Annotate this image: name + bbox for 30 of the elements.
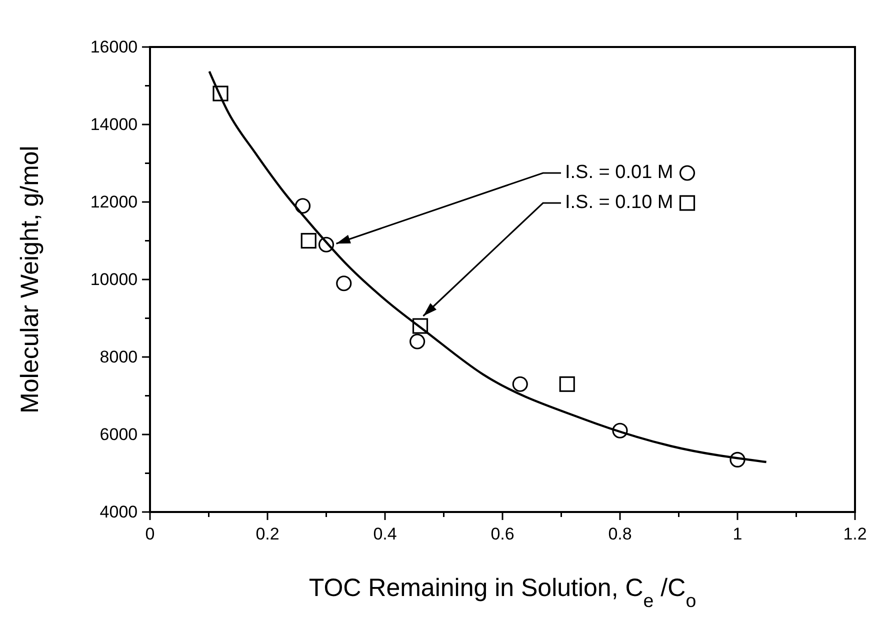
x-tick-label: 0.6 <box>490 524 514 544</box>
point <box>412 318 428 334</box>
x-tick-label: 0.4 <box>373 524 397 544</box>
y-tick-label: 16000 <box>90 37 138 56</box>
y-tick-label: 6000 <box>100 424 138 444</box>
x-tick-label: 0.2 <box>256 524 280 544</box>
x-tick-label: 1 <box>732 524 742 544</box>
x-axis-title: TOC Remaining in Solution, C$_{e}$ /C$_{o}$ <box>308 574 696 610</box>
x-tick-label: 0.8 <box>608 524 632 544</box>
x-tick-label: 0 <box>145 524 155 544</box>
y-tick-label: 14000 <box>90 114 138 134</box>
point <box>318 236 334 252</box>
y-tick-label: 4000 <box>100 502 138 522</box>
y-axis-title: Molecular Weight, g/mol <box>16 146 44 414</box>
point <box>294 198 311 214</box>
legend-label: I.S. = 0.01 M <box>565 162 674 184</box>
point <box>336 276 352 292</box>
y-tick-label: 12000 <box>90 192 138 212</box>
point <box>559 376 575 392</box>
point <box>212 86 228 102</box>
point <box>612 422 628 438</box>
point <box>512 376 528 392</box>
point <box>410 334 426 350</box>
y-tick-label: 10000 <box>90 270 138 289</box>
point <box>730 452 746 468</box>
y-tick-label: 8000 <box>100 347 138 366</box>
legend-label: I.S. = 0.10 M <box>565 192 674 214</box>
x-tick-label: 1.2 <box>843 524 867 544</box>
line-series <box>208 70 768 464</box>
point <box>300 232 316 249</box>
